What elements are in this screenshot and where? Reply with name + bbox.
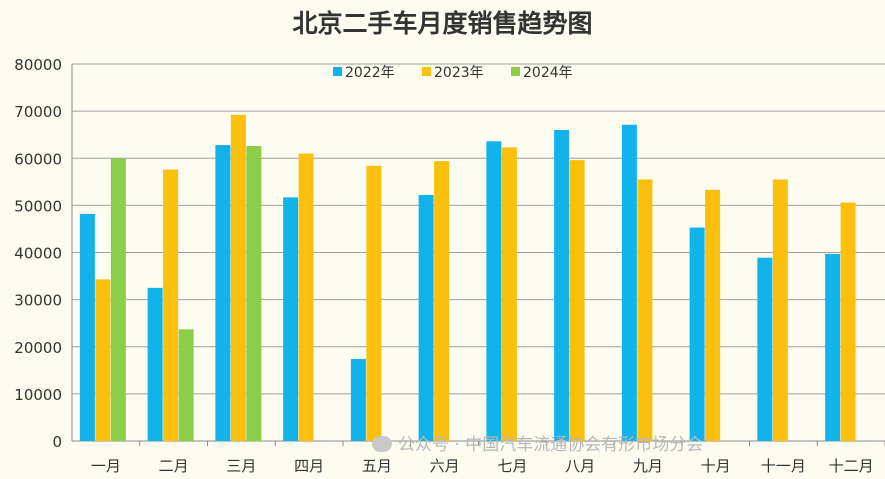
x-tick-label: 十一月: [761, 457, 806, 475]
y-tick-label: 70000: [14, 103, 62, 121]
y-tick-label: 80000: [14, 56, 62, 74]
bar-1: [486, 141, 502, 441]
x-tick-label: 十二月: [829, 457, 874, 475]
x-tick-label: 六月: [430, 457, 460, 475]
bar-1: [283, 197, 299, 441]
bar-1: [215, 145, 231, 441]
legend-swatch: [422, 67, 431, 76]
y-tick-label: 0: [52, 433, 62, 451]
bar-1: [147, 287, 163, 441]
bar-1: [689, 227, 705, 441]
x-tick-label: 二月: [159, 457, 189, 475]
y-tick-label: 20000: [14, 339, 62, 357]
bar-1: [79, 213, 95, 441]
y-tick-label: 30000: [14, 292, 62, 310]
legend-label: 2023年: [434, 65, 484, 81]
x-tick-label: 三月: [226, 457, 256, 475]
bar-2: [434, 161, 450, 441]
watermark: 公众号 · 中国汽车流通协会有形市场分会: [372, 430, 703, 455]
bar-2: [501, 147, 517, 441]
bar-2: [772, 179, 788, 442]
legend-swatch: [511, 67, 520, 76]
x-tick-label: 七月: [497, 457, 527, 475]
bar-3: [110, 158, 126, 441]
x-tick-label: 八月: [565, 457, 595, 475]
chart-title: 北京二手车月度销售趋势图: [292, 9, 593, 38]
bar-3: [246, 145, 262, 441]
bar-2: [298, 153, 314, 441]
x-tick-label: 五月: [362, 457, 392, 475]
bar-3: [178, 329, 194, 441]
legend-label: 2022年: [345, 65, 395, 81]
x-tick-label: 四月: [294, 457, 324, 475]
legend-label: 2024年: [523, 65, 573, 81]
bar-1: [621, 124, 637, 441]
bar-2: [840, 202, 856, 441]
x-tick-label: 一月: [91, 457, 121, 475]
bar-2: [95, 279, 111, 441]
legend-swatch: [333, 67, 342, 76]
bar-1: [825, 253, 841, 441]
bar-1: [350, 359, 366, 441]
bar-1: [418, 195, 434, 441]
watermark-text: 公众号 · 中国汽车流通协会有形市场分会: [398, 435, 704, 455]
bar-2: [705, 189, 721, 441]
x-tick-label: 十月: [701, 457, 731, 475]
bar-2: [569, 160, 585, 441]
y-tick-label: 10000: [14, 386, 62, 404]
bar-1: [554, 129, 570, 441]
bar-2: [366, 165, 382, 442]
bar-2: [230, 114, 246, 442]
y-tick-label: 40000: [14, 245, 62, 263]
y-tick-label: 60000: [14, 150, 62, 168]
bar-1: [757, 257, 773, 441]
y-tick-label: 50000: [14, 197, 62, 215]
wechat-icon: [372, 436, 392, 452]
x-tick-label: 九月: [633, 457, 663, 475]
bar-2: [163, 169, 179, 441]
bar-2: [637, 179, 653, 442]
